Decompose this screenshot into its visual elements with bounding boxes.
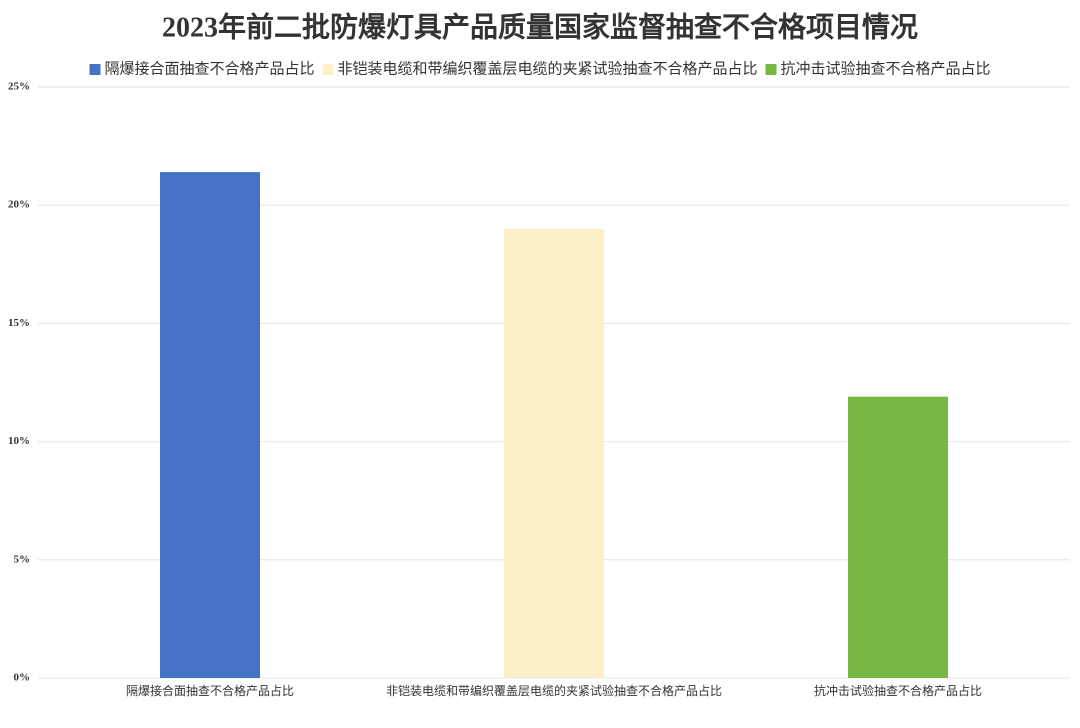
legend-label: 抗冲击试验抽查不合格产品占比 bbox=[781, 60, 991, 77]
bar bbox=[160, 172, 260, 678]
y-tick-label: 25% bbox=[8, 81, 30, 93]
chart-title: 2023年前二批防爆灯具产品质量国家监督抽查不合格项目情况 bbox=[162, 10, 918, 43]
legend-swatch bbox=[322, 64, 334, 75]
x-tick-label: 抗冲击试验抽查不合格产品占比 bbox=[814, 683, 982, 698]
legend-swatch bbox=[765, 64, 777, 75]
x-tick-label: 隔爆接合面抽查不合格产品占比 bbox=[126, 683, 294, 698]
y-tick-label: 20% bbox=[8, 199, 30, 211]
legend-label: 非铠装电缆和带编织覆盖层电缆的夹紧试验抽查不合格产品占比 bbox=[337, 60, 757, 77]
y-tick-label: 5% bbox=[14, 553, 31, 565]
legend: 隔爆接合面抽查不合格产品占比 非铠装电缆和带编织覆盖层电缆的夹紧试验抽查不合格产品… bbox=[89, 60, 991, 77]
bar bbox=[848, 396, 948, 678]
legend-label: 隔爆接合面抽查不合格产品占比 bbox=[104, 60, 314, 77]
y-tick-label: 10% bbox=[8, 435, 30, 447]
bar bbox=[504, 228, 604, 678]
x-tick-label: 非铠装电缆和带编织覆盖层电缆的夹紧试验抽查不合格产品占比 bbox=[386, 683, 722, 698]
y-tick-label: 15% bbox=[8, 317, 30, 329]
legend-swatch bbox=[89, 64, 101, 75]
y-tick-label: 0% bbox=[14, 672, 31, 684]
